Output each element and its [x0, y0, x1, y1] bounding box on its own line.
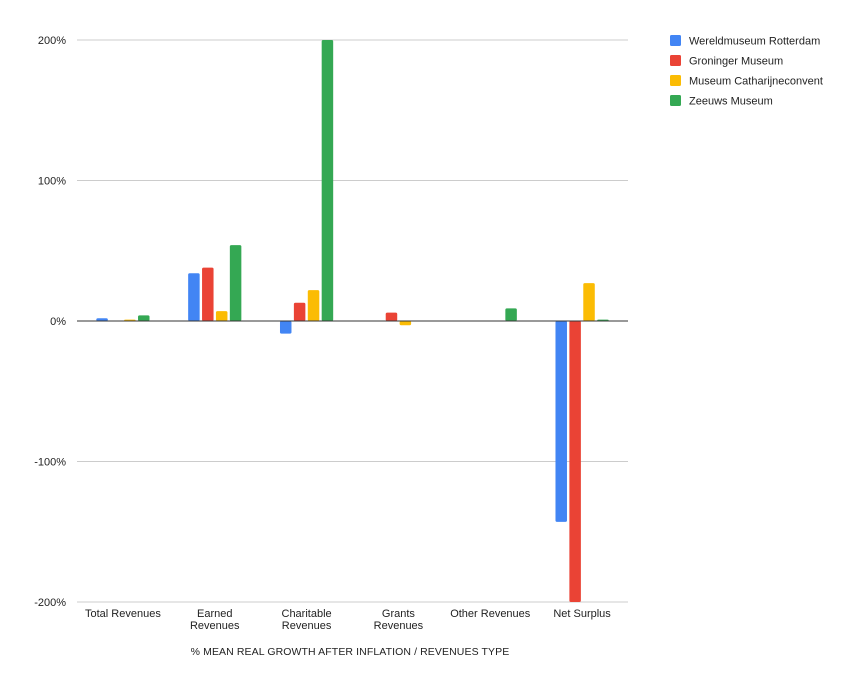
y-tick-label: -100%: [34, 457, 66, 469]
bar: [188, 273, 200, 321]
legend: Wereldmuseum Rotterdam Groninger Museum Mu…: [670, 35, 823, 108]
bar: [505, 308, 517, 321]
bar: [215, 311, 228, 321]
bar: [321, 40, 334, 321]
bar: [307, 290, 320, 321]
bar: [583, 283, 595, 321]
bar: [399, 321, 412, 326]
bar: [96, 318, 108, 321]
y-tick-label: 100%: [38, 176, 66, 188]
legend-swatch: [670, 55, 681, 66]
y-tick-labels: 200% 100% 0% -100% -200%: [34, 35, 66, 609]
legend-label: Groninger Museum: [689, 56, 783, 68]
bar: [555, 321, 567, 522]
legend-label: Wereldmuseum Rotterdam: [689, 36, 820, 48]
bar: [279, 321, 292, 334]
category-label: Other Revenues: [450, 608, 531, 620]
bar: [138, 315, 150, 321]
y-tick-label: 200%: [38, 35, 66, 47]
y-tick-label: 0%: [50, 316, 66, 328]
bar: [385, 312, 398, 321]
legend-label: Museum Catharijneconvent: [689, 76, 823, 88]
category-label: Charitable Revenues: [282, 608, 332, 632]
category-labels: Total Revenues Earned Revenues Charitable Re…: [85, 608, 611, 632]
bar: [229, 245, 242, 321]
x-axis-label: % MEAN REAL GROWTH AFTER INFLATION / REV…: [191, 646, 510, 658]
y-tick-label: -200%: [34, 597, 66, 609]
legend-label: Zeeuws Museum: [689, 96, 773, 108]
legend-swatch: [670, 35, 681, 46]
bar: [202, 267, 214, 321]
category-label: Grants Revenues: [374, 608, 424, 632]
gridlines: [77, 39, 628, 603]
category-label: Net Surplus: [553, 608, 611, 620]
legend-swatch: [670, 95, 681, 106]
category-label: Earned Revenues: [190, 608, 240, 632]
category-label: Total Revenues: [85, 608, 161, 620]
bars: [96, 40, 609, 602]
bar: [293, 302, 306, 321]
bar: [569, 321, 581, 602]
legend-swatch: [670, 75, 681, 86]
